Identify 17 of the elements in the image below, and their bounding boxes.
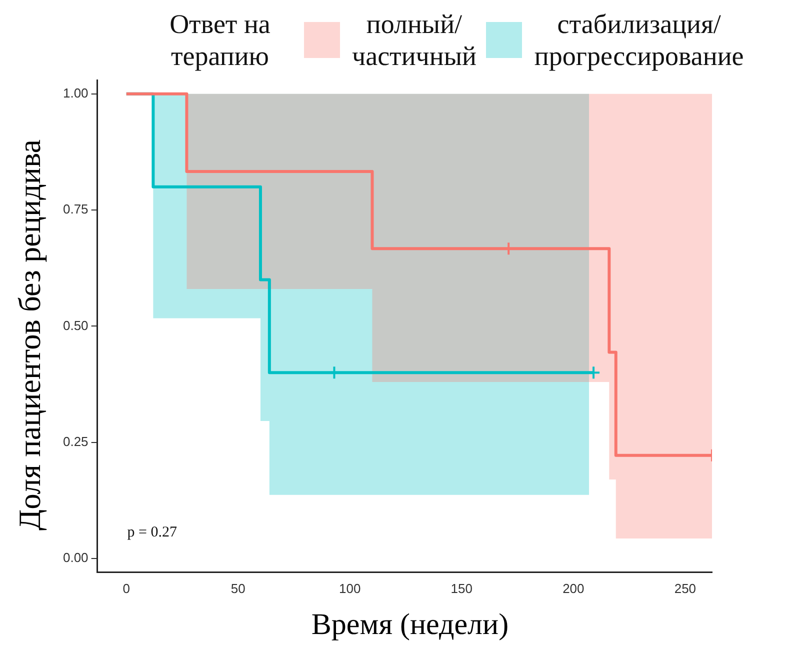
y-axis-title: Доля пациентов без рецидива xyxy=(12,140,48,530)
y-tick-label: 0.00 xyxy=(62,550,88,566)
x-tick-label: 0 xyxy=(122,580,130,596)
x-tick-label: 100 xyxy=(339,580,361,596)
annotation: p = 0.27 xyxy=(127,524,178,540)
x-tick-label: 150 xyxy=(450,580,472,596)
legend-label: стабилизация/ прогрессирование xyxy=(534,8,744,72)
legend-label: полный/ частичный xyxy=(352,8,476,72)
y-tick-label: 0.50 xyxy=(62,318,88,333)
y-tick-label: 0.25 xyxy=(62,434,88,449)
x-tick-label: 50 xyxy=(230,580,246,596)
legend-title: Ответ на терапию xyxy=(168,8,272,72)
x-tick-label: 250 xyxy=(674,580,696,596)
x-axis-title: Время (недели) xyxy=(310,608,510,642)
y-tick-label: 0.75 xyxy=(62,202,88,217)
x-tick-label: 200 xyxy=(562,580,584,596)
y-tick-label: 1.00 xyxy=(62,86,88,101)
